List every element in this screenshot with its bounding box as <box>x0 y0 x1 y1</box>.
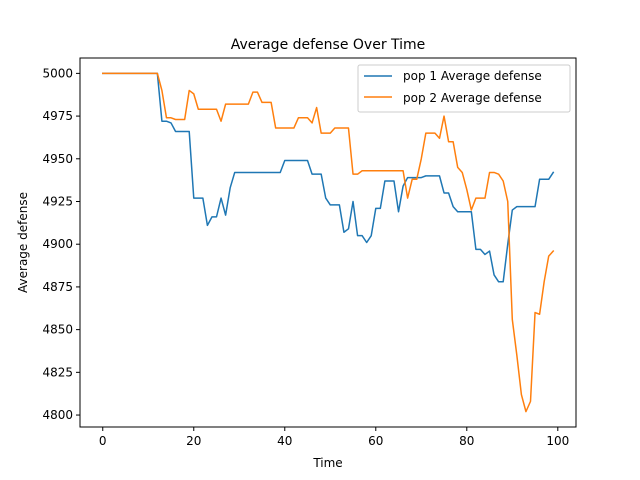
y-tick-label: 4900 <box>42 237 73 251</box>
y-tick-label: 4825 <box>42 365 73 379</box>
series-line-pop-2 <box>102 72 555 413</box>
legend-label-pop-1: pop 1 Average defense <box>403 69 542 83</box>
y-tick-label: 4800 <box>42 408 73 422</box>
x-tick-label: 60 <box>368 434 383 448</box>
legend-box <box>357 64 571 113</box>
y-tick-label: 5000 <box>42 66 73 80</box>
x-tick-label: 40 <box>277 434 292 448</box>
plot-frame <box>79 57 577 428</box>
x-tick-label: 20 <box>186 434 201 448</box>
x-axis: 0 20 40 60 80 100 <box>99 427 569 448</box>
x-axis-label: Time <box>312 456 342 470</box>
y-tick-label: 4950 <box>42 152 73 166</box>
x-tick-label: 80 <box>459 434 474 448</box>
y-axis: 4800 4825 4850 4875 4900 4925 4950 4975 5000 <box>42 66 80 422</box>
chart-title: Average defense Over Time <box>231 37 426 53</box>
series-line-pop-1 <box>102 72 555 283</box>
y-tick-label: 4925 <box>42 195 73 209</box>
plot-lines <box>102 72 555 413</box>
x-tick-label: 100 <box>546 434 569 448</box>
y-tick-label: 4850 <box>42 323 73 337</box>
y-tick-label: 4975 <box>42 109 73 123</box>
x-tick-label: 0 <box>99 434 107 448</box>
y-tick-label: 4875 <box>42 280 73 294</box>
legend-label-pop-2: pop 2 Average defense <box>403 91 542 105</box>
y-axis-label: Average defense <box>16 192 30 293</box>
legend: pop 1 Average defense pop 2 Average defe… <box>357 64 571 113</box>
